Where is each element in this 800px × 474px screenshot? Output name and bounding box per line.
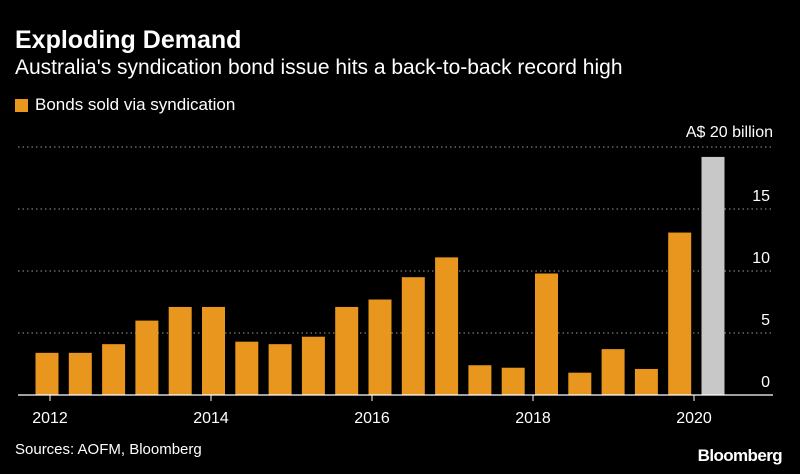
bar xyxy=(568,372,592,395)
legend-swatch xyxy=(15,98,28,112)
y-tick-label: 15 xyxy=(752,188,770,205)
bar xyxy=(535,273,558,395)
bar xyxy=(202,306,225,395)
bar xyxy=(501,367,525,395)
y-axis-labels: 0 5 10 15 A$ 20 billion xyxy=(686,124,773,391)
bar xyxy=(601,349,625,395)
bar xyxy=(368,299,392,395)
bar xyxy=(135,320,159,395)
chart-title: Exploding Demand xyxy=(15,26,242,54)
bar xyxy=(102,344,126,395)
x-tick-label: 2016 xyxy=(354,410,390,427)
x-tick-label: 2014 xyxy=(193,410,229,427)
bars xyxy=(35,156,725,395)
bar xyxy=(235,341,259,395)
bar-highlight xyxy=(701,156,725,395)
bar xyxy=(335,306,359,395)
bar xyxy=(35,352,59,395)
x-tick-label: 2012 xyxy=(32,410,68,427)
y-tick-label: 0 xyxy=(761,374,770,391)
bar xyxy=(301,336,325,395)
bar xyxy=(668,232,692,395)
bar xyxy=(435,257,459,395)
legend: Bonds sold via syndication xyxy=(15,95,235,115)
bar xyxy=(634,368,658,395)
x-tick-label: 2020 xyxy=(676,410,712,427)
x-axis-ticks: 2012 2014 2016 2018 2020 xyxy=(32,395,712,427)
bar xyxy=(401,277,425,395)
bloomberg-logo: Bloomberg xyxy=(697,446,783,465)
y-unit-label: A$ 20 billion xyxy=(686,124,773,141)
bar xyxy=(168,306,192,395)
chart-subtitle: Australia's syndication bond issue hits … xyxy=(15,56,623,79)
x-tick-label: 2018 xyxy=(515,410,551,427)
bar xyxy=(68,352,92,395)
bar xyxy=(468,365,492,395)
source-note: Sources: AOFM, Bloomberg xyxy=(15,441,202,458)
grid-lines xyxy=(18,146,773,334)
legend-label: Bonds sold via syndication xyxy=(35,95,236,114)
bar xyxy=(268,344,292,395)
y-tick-label: 5 xyxy=(761,312,770,329)
y-tick-label: 10 xyxy=(752,250,770,267)
